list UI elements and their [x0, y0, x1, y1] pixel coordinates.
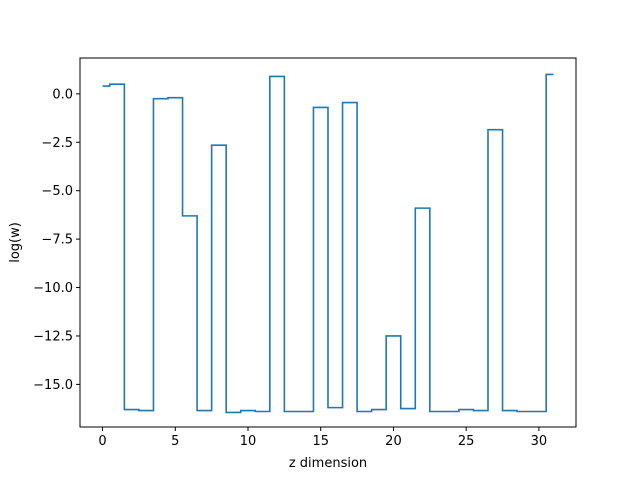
y-axis: 0.0 −2.5 −5.0 −7.5 −10.0 −12.5 −15.0	[33, 87, 80, 393]
y-tick-label: 0.0	[52, 87, 73, 102]
x-tick-label: 25	[458, 434, 475, 449]
y-tick-label: −5.0	[41, 184, 73, 199]
plot-area	[102, 73, 554, 414]
x-tick-label: 30	[531, 434, 548, 449]
x-tick-label: 0	[98, 434, 106, 449]
y-tick-label: −10.0	[33, 281, 73, 296]
series-line-0	[102, 73, 554, 414]
x-tick-label: 15	[312, 434, 329, 449]
x-tick-label: 5	[171, 434, 179, 449]
x-axis: 0 5 10 15 20 25 30	[98, 427, 547, 449]
x-tick-label: 10	[240, 434, 257, 449]
axes-frame	[79, 57, 577, 428]
y-tick-label: −12.5	[33, 329, 73, 344]
y-axis-label: log(w)	[8, 222, 23, 263]
y-tick-label: −7.5	[41, 233, 73, 248]
x-tick-label: 20	[385, 434, 402, 449]
y-tick-label: −15.0	[33, 378, 73, 393]
y-tick-label: −2.5	[41, 136, 73, 151]
x-axis-label: z dimension	[289, 456, 367, 471]
